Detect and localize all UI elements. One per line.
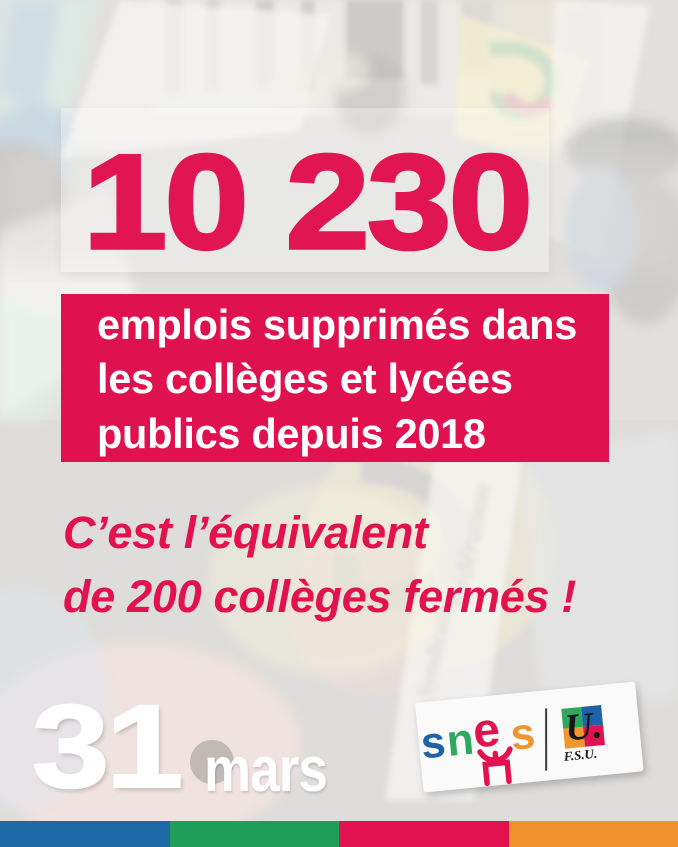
svg-text:e: e bbox=[471, 703, 503, 758]
svg-text:s: s bbox=[419, 717, 448, 768]
svg-text:F.S.U.: F.S.U. bbox=[562, 746, 598, 764]
svg-text:U.: U. bbox=[563, 704, 604, 749]
svg-text:s: s bbox=[508, 709, 537, 760]
